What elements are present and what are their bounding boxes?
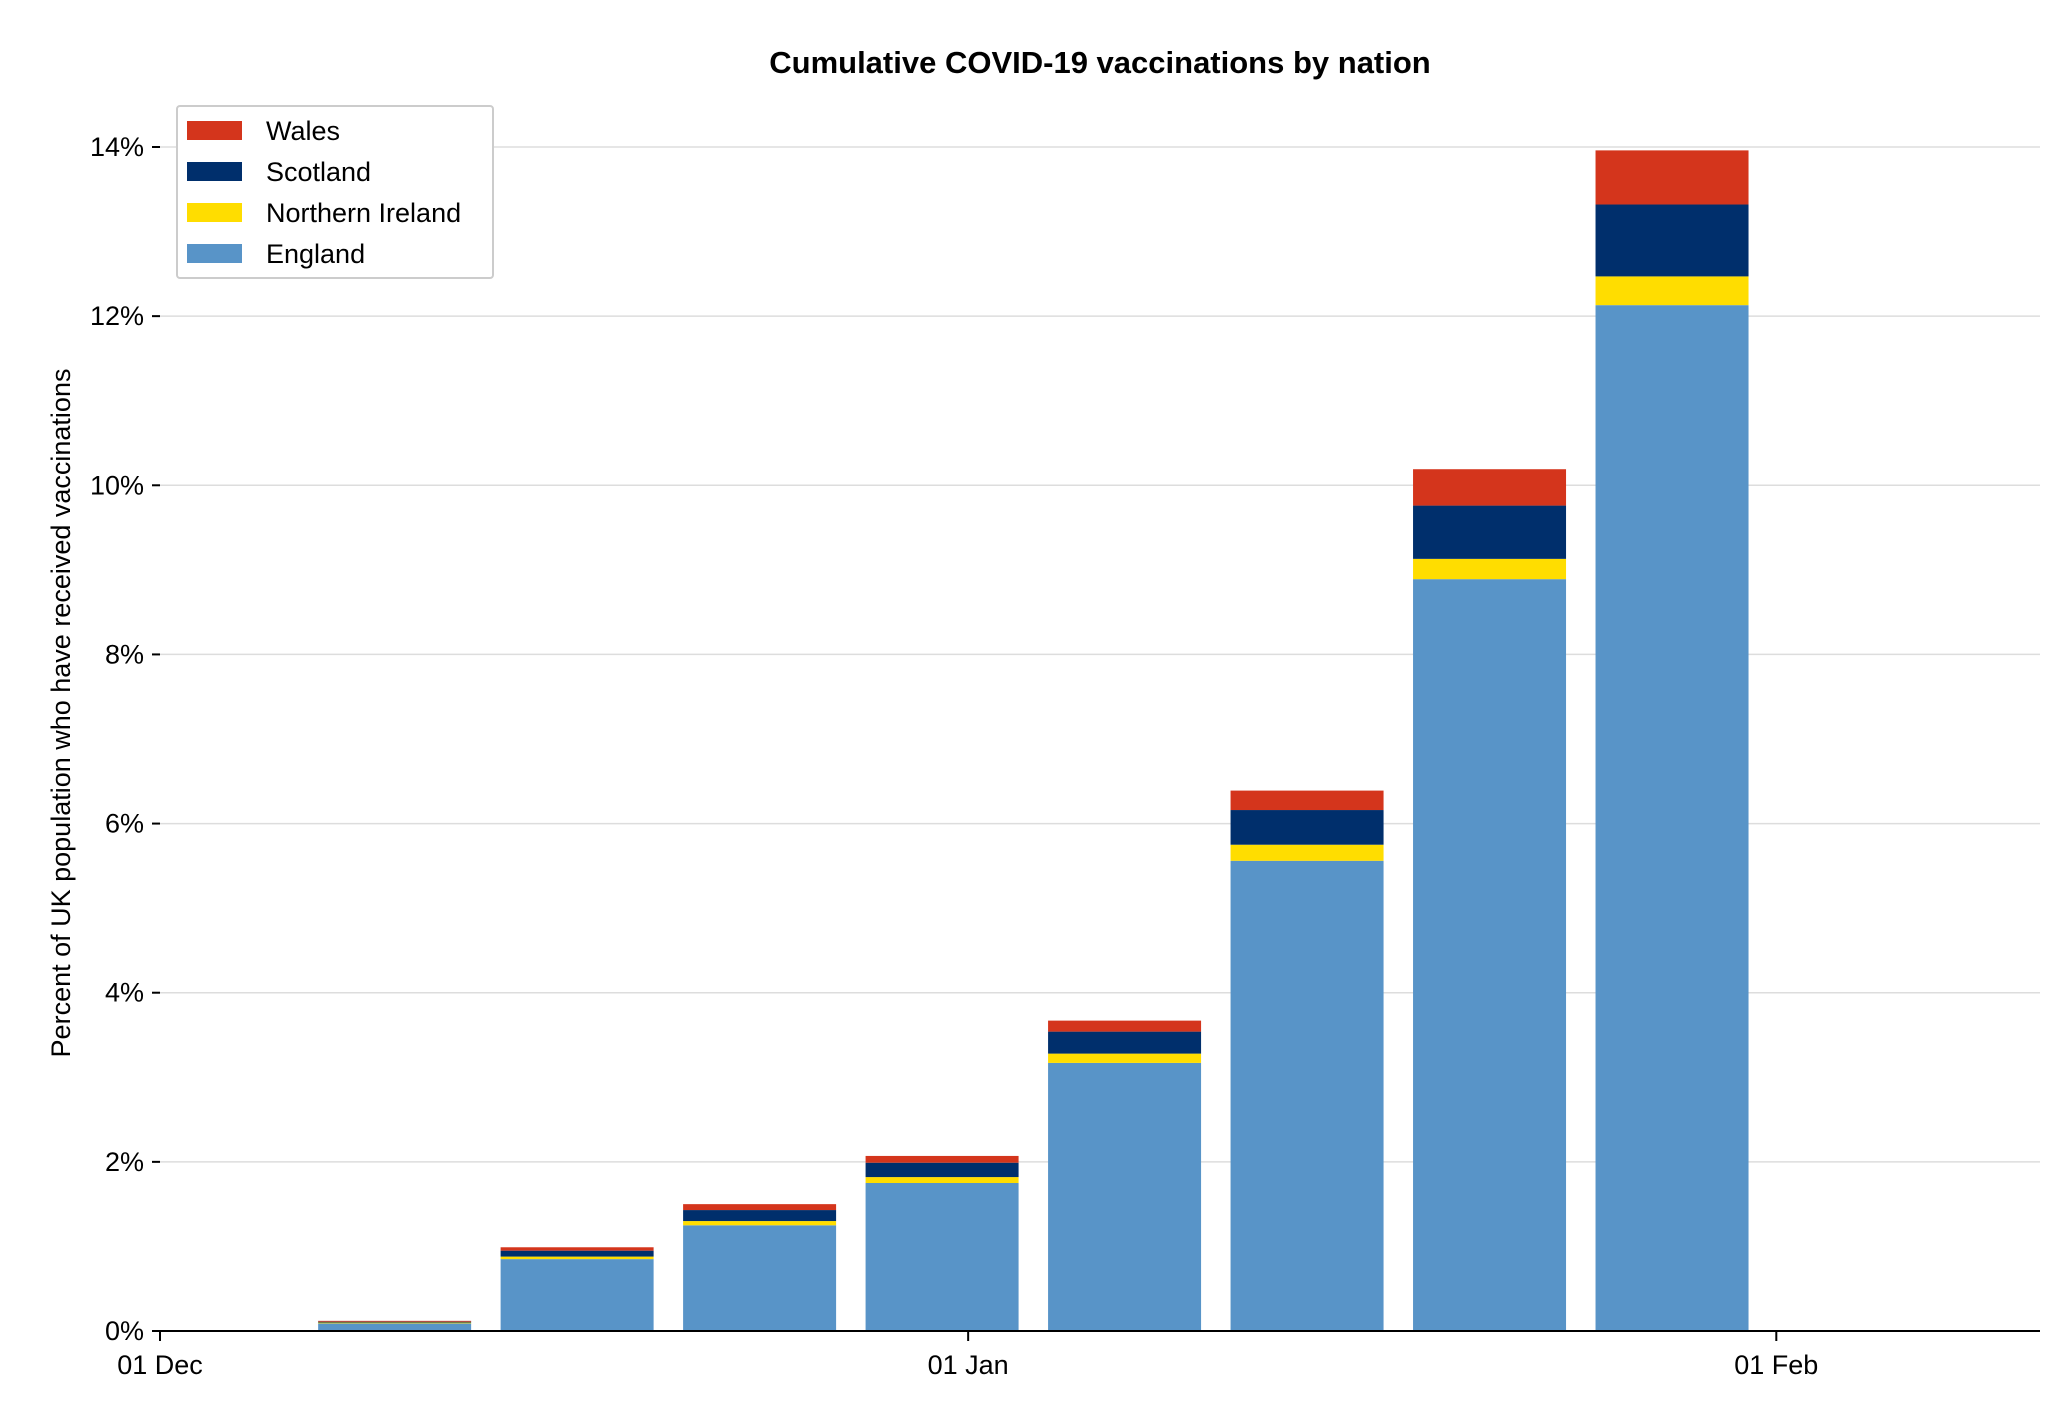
legend: Wales Scotland Northern Ireland England <box>176 105 494 279</box>
gridlines <box>160 146 2040 1163</box>
y-tick-label: 10% <box>90 470 144 500</box>
bar-segment-wales <box>500 1247 654 1251</box>
y-axis-label: Percent of UK population who have receiv… <box>46 369 76 1058</box>
y-tick-label: 12% <box>90 301 144 331</box>
bar-segment-wales <box>865 1155 1019 1163</box>
bar-segment-northern-ireland <box>865 1177 1019 1183</box>
bar-segment-england <box>683 1225 837 1331</box>
axes: 0% 2% 4% 6% 8% 10% 12% 14% 01 Dec 01 Jan 01 Feb <box>90 132 2040 1380</box>
bar-segment-scotland <box>683 1210 837 1222</box>
bar-segment-england <box>1413 579 1567 1331</box>
bar-segment-wales <box>683 1204 837 1211</box>
bar-segment-northern-ireland <box>1595 276 1749 306</box>
bar-segment-england <box>865 1183 1019 1331</box>
chart-title: Cumulative COVID-19 vaccinations by nati… <box>769 45 1431 80</box>
bar-segment-northern-ireland <box>683 1221 837 1226</box>
y-tick-label: 0% <box>105 1316 144 1346</box>
legend-frame <box>176 105 494 279</box>
bar-segment-northern-ireland <box>1048 1053 1202 1063</box>
x-tick-label: 01 Dec <box>117 1350 203 1380</box>
bar-segment-scotland <box>1048 1031 1202 1054</box>
legend-label: Wales <box>266 116 340 146</box>
bar-segment-wales <box>1413 469 1567 506</box>
bar-segment-northern-ireland <box>318 1322 472 1324</box>
legend-label: England <box>266 239 365 269</box>
y-tick-label: 2% <box>105 1147 144 1177</box>
bar-segment-wales <box>1048 1020 1202 1032</box>
bar-segment-england <box>318 1323 472 1331</box>
legend-label: Scotland <box>266 157 371 187</box>
legend-swatch-wales <box>187 121 242 140</box>
y-tick-label: 8% <box>105 639 144 669</box>
bar-segment-scotland <box>1230 810 1384 845</box>
bar-segment-scotland <box>318 1321 472 1323</box>
bar-segment-scotland <box>1413 505 1567 559</box>
bars <box>318 150 1749 1331</box>
legend-label: Northern Ireland <box>266 198 461 228</box>
bar-segment-scotland <box>1595 204 1749 277</box>
bar-segment-england <box>1230 860 1384 1331</box>
y-tick-label: 14% <box>90 132 144 162</box>
bar-segment-scotland <box>865 1162 1019 1178</box>
bar-segment-wales <box>1230 790 1384 811</box>
legend-swatch-england <box>187 244 242 263</box>
bar-segment-england <box>1595 305 1749 1331</box>
y-tick-label: 4% <box>105 978 144 1008</box>
bar-segment-wales <box>1595 150 1749 205</box>
bar-segment-northern-ireland <box>1230 844 1384 861</box>
bar-segment-england <box>1048 1062 1202 1331</box>
bar-segment-england <box>500 1259 654 1331</box>
y-tick-label: 6% <box>105 809 144 839</box>
bar-segment-wales <box>318 1320 472 1322</box>
x-tick-label: 01 Feb <box>1734 1350 1818 1380</box>
legend-swatch-northern-ireland <box>187 203 242 222</box>
bar-segment-northern-ireland <box>1413 558 1567 580</box>
legend-swatch-scotland <box>187 162 242 181</box>
bar-segment-scotland <box>500 1250 654 1257</box>
bar-segment-northern-ireland <box>500 1256 654 1260</box>
x-tick-label: 01 Jan <box>928 1350 1009 1380</box>
